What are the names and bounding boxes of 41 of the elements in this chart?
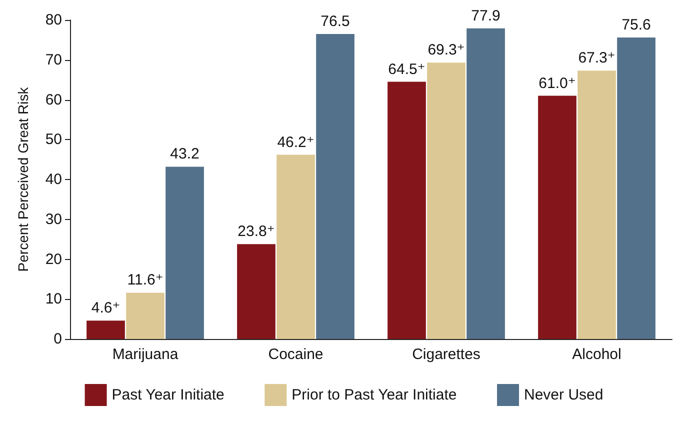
bar [316, 34, 354, 339]
data-label: 23.8⁺ [238, 223, 275, 240]
x-tick-label: Cigarettes [412, 346, 480, 363]
x-tick-label: Marijuana [112, 346, 179, 363]
legend-label: Past Year Initiate [112, 386, 224, 404]
data-label: 11.6⁺ [127, 272, 164, 289]
y-tick-label: 60 [45, 91, 62, 108]
y-axis-title: Percent Perceived Great Risk [15, 86, 31, 272]
data-label: 67.3⁺ [578, 50, 616, 67]
data-label: 46.2⁺ [277, 134, 314, 151]
bar [388, 82, 426, 339]
bar [237, 244, 276, 339]
data-label: 64.5⁺ [388, 60, 426, 78]
x-tick-label: Cocaine [268, 346, 324, 363]
legend-label: Never Used [524, 386, 604, 404]
bar [166, 166, 204, 339]
y-tick-label: 50 [45, 131, 62, 148]
y-tick-label: 80 [45, 12, 62, 28]
y-tick-label: 70 [45, 51, 62, 68]
bar [617, 38, 656, 339]
data-label: 43.2 [170, 146, 200, 163]
bar [427, 62, 466, 339]
data-label: 69.3⁺ [428, 42, 465, 59]
x-tick-label: Alcohol [572, 346, 622, 363]
bar [466, 28, 505, 339]
data-label: 75.6 [622, 16, 651, 34]
data-label: 61.0⁺ [538, 74, 576, 92]
y-tick-label: 30 [45, 210, 62, 228]
bar [86, 320, 125, 339]
bar [276, 154, 315, 339]
data-label: 77.9 [471, 7, 500, 24]
data-label: 76.5 [320, 12, 350, 30]
legend-label: Prior to Past Year Initiate [292, 386, 457, 404]
bar [538, 96, 576, 339]
bar [578, 70, 616, 339]
y-tick-label: 40 [45, 171, 62, 188]
bar [126, 292, 164, 339]
y-tick-label: 0 [54, 330, 62, 348]
y-tick-label: 10 [45, 290, 62, 308]
data-label: 4.6⁺ [91, 300, 120, 317]
y-tick-label: 20 [45, 250, 62, 268]
